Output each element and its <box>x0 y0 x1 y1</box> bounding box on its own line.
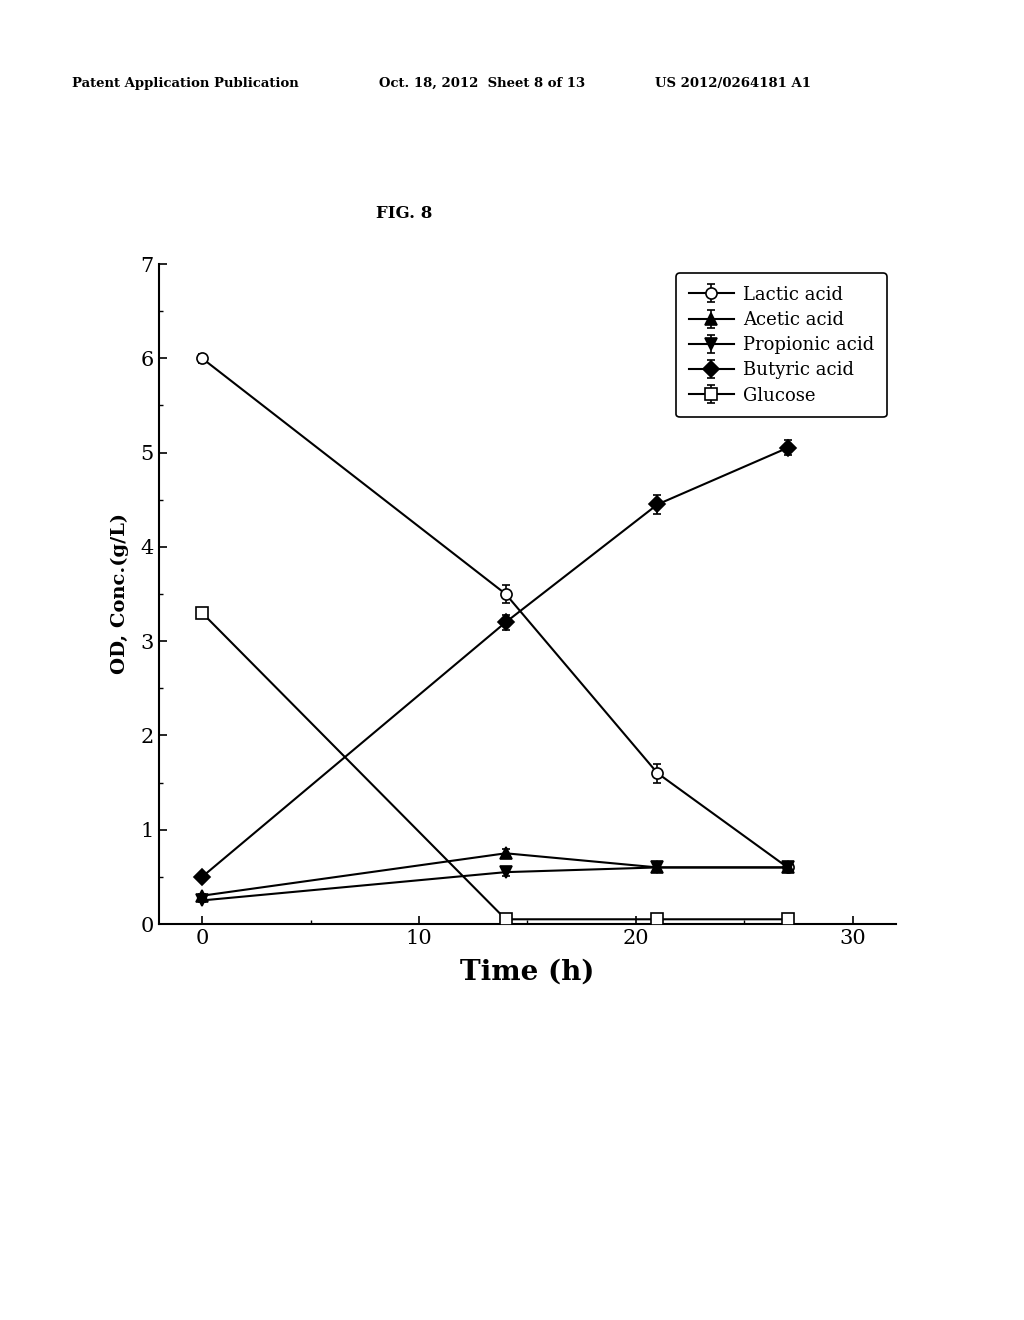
X-axis label: Time (h): Time (h) <box>460 958 595 986</box>
Text: US 2012/0264181 A1: US 2012/0264181 A1 <box>655 77 811 90</box>
Legend: Lactic acid, Acetic acid, Propionic acid, Butyric acid, Glucose: Lactic acid, Acetic acid, Propionic acid… <box>676 273 887 417</box>
Y-axis label: OD, Conc.(g/L): OD, Conc.(g/L) <box>112 513 129 675</box>
Text: Patent Application Publication: Patent Application Publication <box>72 77 298 90</box>
Text: FIG. 8: FIG. 8 <box>376 205 433 222</box>
Text: Oct. 18, 2012  Sheet 8 of 13: Oct. 18, 2012 Sheet 8 of 13 <box>379 77 585 90</box>
